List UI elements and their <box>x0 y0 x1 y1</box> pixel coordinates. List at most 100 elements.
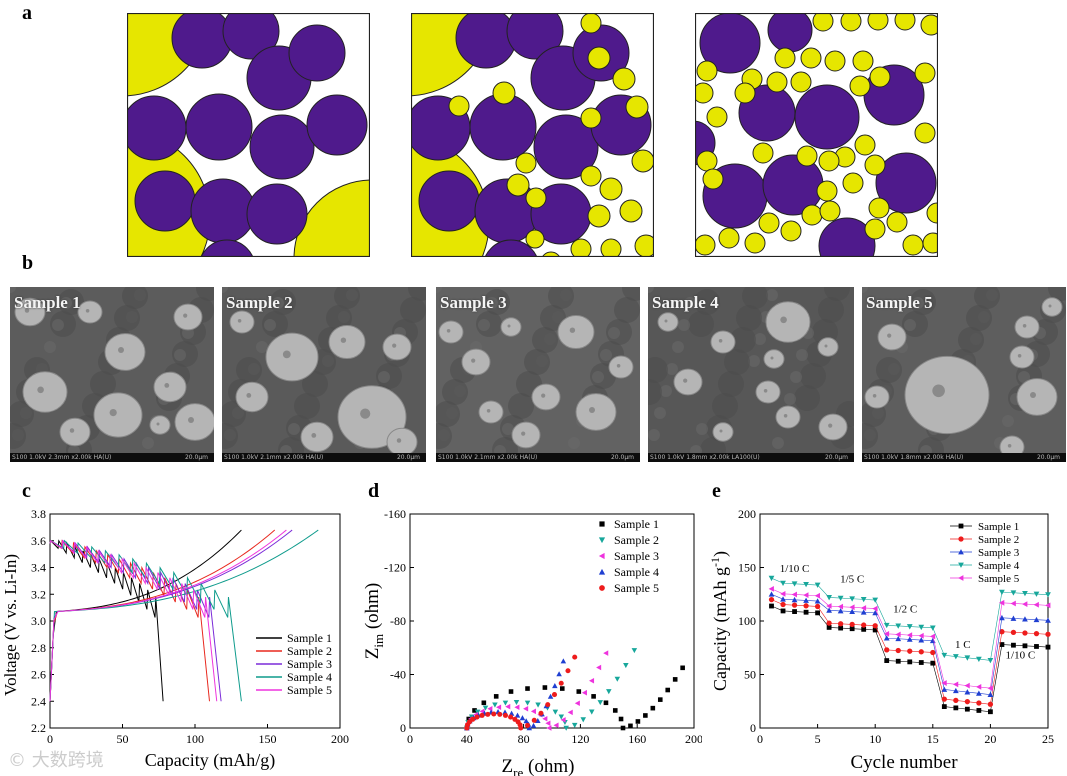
sem-particle <box>265 332 319 382</box>
sem-texture <box>654 407 666 419</box>
data-point <box>999 614 1005 621</box>
legend-marker <box>958 549 964 555</box>
data-point <box>603 650 609 656</box>
sem-texture <box>614 297 640 323</box>
yellow-particle <box>570 238 592 257</box>
sem-pore <box>507 324 511 328</box>
sem-pore <box>1007 444 1012 448</box>
purple-particle <box>767 13 813 53</box>
data-point <box>768 575 775 582</box>
data-point <box>849 621 855 628</box>
sem-title: Sample 2 <box>226 293 293 312</box>
data-point <box>558 680 564 686</box>
packing-diagram-2 <box>411 13 654 257</box>
data-point <box>941 696 947 702</box>
legend-marker <box>958 562 964 568</box>
y-tick-label: 3.4 <box>31 561 46 575</box>
data-point <box>849 596 856 602</box>
sem-title: Sample 3 <box>440 293 507 312</box>
data-point <box>769 603 774 609</box>
data-point <box>1033 616 1040 623</box>
y-tick-label: 150 <box>738 561 756 575</box>
sem-texture <box>1018 371 1030 383</box>
data-point <box>547 693 554 699</box>
x-axis-label: Zre (ohm) <box>502 756 575 776</box>
sem-pore <box>396 438 402 443</box>
y-axis-label: Capacity (mAh g-1) <box>708 551 731 691</box>
sem-texture <box>302 371 328 397</box>
legend-label: Sample 1 <box>978 521 1019 533</box>
data-point <box>589 709 595 715</box>
data-point <box>524 700 531 706</box>
sem-texture <box>44 341 56 353</box>
sem-particle <box>531 383 561 411</box>
data-point <box>493 694 499 699</box>
data-point <box>895 631 901 638</box>
yellow-particle <box>842 172 864 194</box>
x-tick-label: 0 <box>47 732 53 746</box>
data-point <box>930 660 936 666</box>
panel-label-e: e <box>712 480 721 502</box>
data-point <box>1022 643 1028 649</box>
sem-texture <box>958 327 984 353</box>
data-point <box>505 703 511 710</box>
yellow-particle <box>718 227 740 249</box>
data-point <box>556 671 562 677</box>
discharge-curve <box>49 539 210 702</box>
sem-texture <box>1002 415 1014 427</box>
sem-pore <box>37 386 44 394</box>
sem-texture <box>608 327 620 339</box>
data-point <box>531 717 537 723</box>
sem-particle <box>763 349 785 369</box>
purple-particle <box>288 24 346 82</box>
sem-pore <box>616 364 621 368</box>
data-point <box>930 649 936 656</box>
yellow-particle <box>580 107 602 129</box>
data-point <box>826 625 832 630</box>
yellow-particle <box>580 13 602 34</box>
sem-pore <box>828 423 833 428</box>
yellow-particle <box>824 50 846 72</box>
data-point <box>672 677 678 682</box>
data-point <box>884 647 890 653</box>
yellow-particle <box>525 187 547 209</box>
yellow-particle <box>695 82 714 104</box>
x-tick-label: 0 <box>757 732 763 746</box>
sem-texture <box>684 297 696 309</box>
sem-image-1: Sample 1 S100 1.0kV 2.3mm x2.00k HA(U) 20… <box>10 287 214 462</box>
data-point <box>999 599 1005 606</box>
sem-pore <box>183 313 188 318</box>
chart-nyquist: 0 40 80 120 160 200 0 -40 -80 -120 -160 Zre (ohm) Zi… <box>362 507 702 776</box>
data-point <box>563 725 569 731</box>
data-point <box>1045 631 1051 637</box>
data-point <box>1045 602 1051 609</box>
data-point <box>479 712 485 718</box>
data-point <box>895 635 902 642</box>
data-point <box>872 627 878 633</box>
data-point <box>581 689 587 696</box>
data-point <box>883 630 890 637</box>
legend-label: Sample 1 <box>287 631 332 645</box>
data-point <box>987 657 994 664</box>
sem-particle <box>14 297 46 327</box>
y-tick-label: 3.2 <box>31 587 46 601</box>
data-point <box>883 622 890 629</box>
y-tick-label: 100 <box>738 614 756 628</box>
data-point <box>952 687 959 694</box>
sem-particle <box>104 333 146 371</box>
sem-pore <box>340 337 347 343</box>
data-point <box>999 589 1005 595</box>
panel-label-b: b <box>22 252 34 274</box>
sem-pore <box>887 333 892 338</box>
sem-particle <box>673 368 703 396</box>
sem-pore <box>1048 304 1052 308</box>
y-tick-label: 2.8 <box>31 641 46 655</box>
data-point <box>860 596 867 603</box>
data-point <box>941 652 948 659</box>
sem-particle <box>557 314 595 350</box>
yellow-particle <box>868 197 890 219</box>
data-point <box>826 607 832 613</box>
x-axis-label: Cycle number <box>850 752 958 773</box>
sem-particle <box>153 371 187 403</box>
sem-pore <box>392 343 397 348</box>
